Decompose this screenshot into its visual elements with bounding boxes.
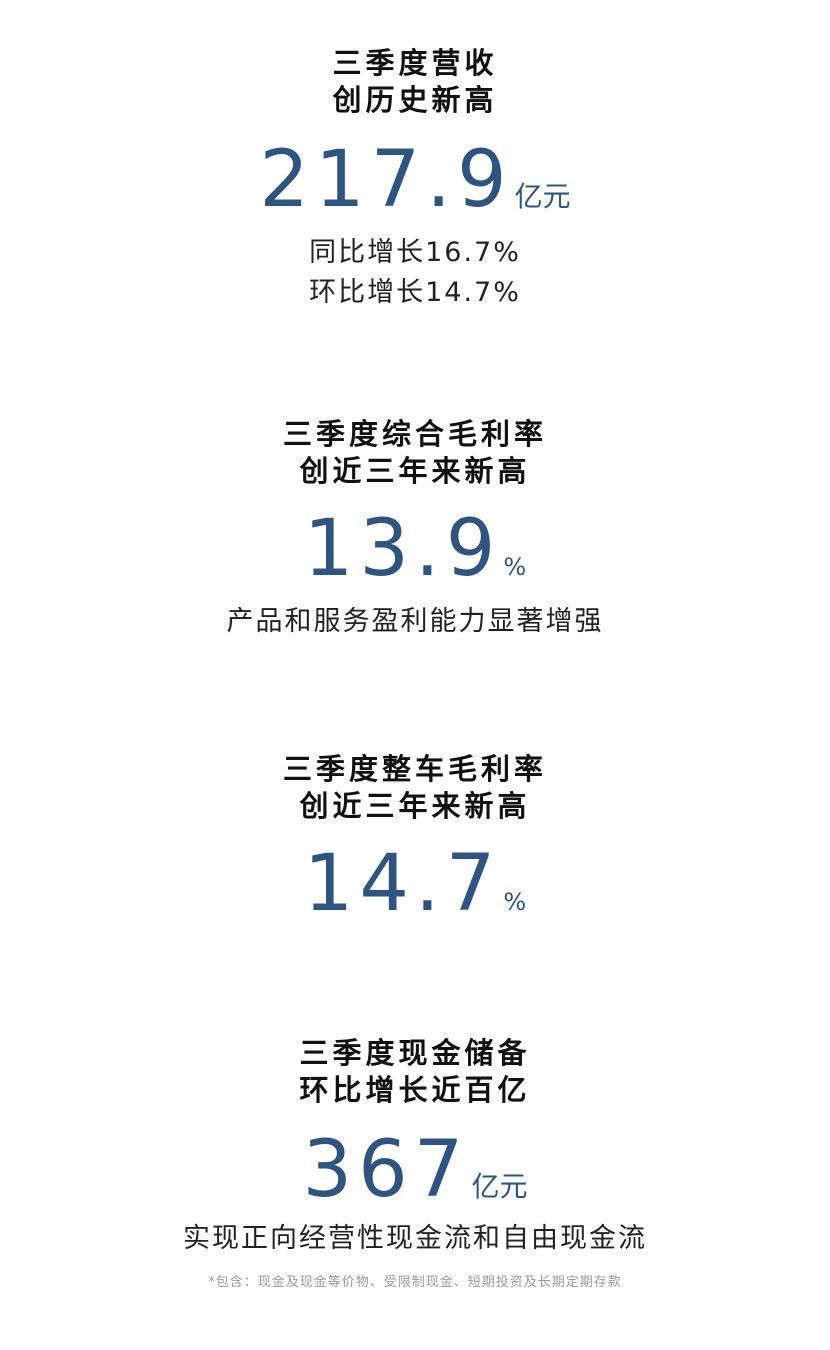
metric-subtitle: 实现正向经营性现金流和自由现金流 — [183, 1223, 647, 1254]
section-title: 三季度营收 — [332, 46, 498, 80]
metric-subtitle: 环比增长14.7% — [309, 277, 521, 308]
metric-value: 13.9% — [0, 510, 830, 588]
section-title: 创近三年来新高 — [299, 454, 531, 488]
section-title: 三季度综合毛利率 — [282, 417, 547, 451]
metric-unit: % — [503, 553, 527, 581]
metric-unit: % — [503, 888, 527, 916]
vehicle-margin-section: 三季度整车毛利率 创近三年来新高 14.7% — [0, 751, 830, 923]
metric-number: 217.9 — [259, 135, 513, 225]
metric-value: 217.9亿元 — [0, 141, 830, 219]
section-title: 三季度整车毛利率 — [282, 752, 547, 786]
metric-value: 367亿元 — [0, 1131, 830, 1209]
metric-number: 367 — [302, 1125, 470, 1215]
gross-margin-section: 三季度综合毛利率 创近三年来新高 13.9% 产品和服务盈利能力显著增强 — [0, 416, 830, 642]
revenue-section: 三季度营收 创历史新高 217.9亿元 同比增长16.7% 环比增长14.7% — [0, 45, 830, 313]
metric-subtitle: 产品和服务盈利能力显著增强 — [226, 606, 604, 637]
metric-value: 14.7% — [0, 845, 830, 923]
metric-number: 14.7 — [303, 839, 502, 929]
footnote: *包含：现金及现金等价物、受限制现金、短期投资及长期定期存款 — [208, 1275, 622, 1290]
metric-number: 13.9 — [303, 504, 502, 594]
metric-unit: 亿元 — [514, 180, 571, 213]
section-title: 三季度现金储备 — [299, 1036, 531, 1070]
section-title: 环比增长近百亿 — [299, 1073, 531, 1107]
metric-unit: 亿元 — [471, 1170, 528, 1203]
cash-reserve-section: 三季度现金储备 环比增长近百亿 367亿元 实现正向经营性现金流和自由现金流 *… — [0, 1035, 830, 1290]
metric-subtitle: 同比增长16.7% — [309, 237, 521, 268]
section-title: 创近三年来新高 — [299, 789, 531, 823]
section-title: 创历史新高 — [332, 83, 498, 117]
